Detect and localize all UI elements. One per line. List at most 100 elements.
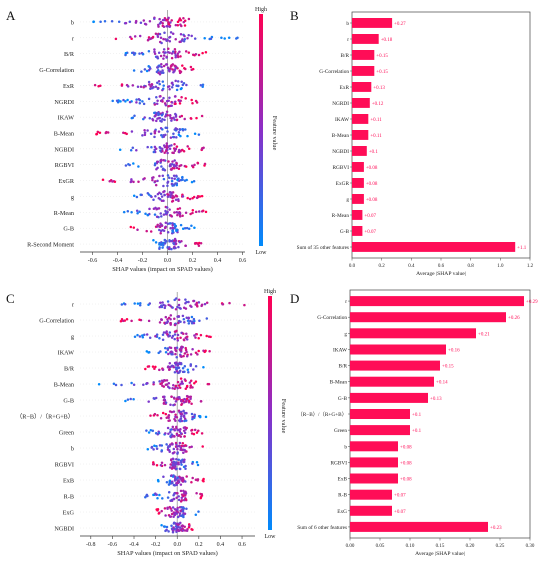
shap-point <box>180 448 184 452</box>
shap-point <box>203 302 207 306</box>
shap-point <box>154 194 157 198</box>
category-label: b <box>344 444 347 450</box>
shap-point <box>181 370 185 374</box>
category-label: IKAW <box>333 347 347 353</box>
shap-point <box>128 20 132 23</box>
bar-value-label: +0.11 <box>370 134 382 139</box>
shap-point <box>168 147 172 150</box>
shap-point <box>182 317 186 321</box>
bar <box>352 226 363 236</box>
shap-point <box>178 69 181 73</box>
shap-point <box>170 81 174 85</box>
shap-point <box>158 247 161 250</box>
bar <box>350 521 488 532</box>
category-label: Sum of 6 other features <box>297 524 347 531</box>
shap-point <box>183 458 186 461</box>
shap-point <box>163 463 167 467</box>
shap-point <box>183 321 186 324</box>
shap-point <box>190 224 193 227</box>
feature-label: ExB <box>63 478 74 485</box>
shap-point <box>153 17 156 20</box>
shap-point <box>170 364 174 368</box>
shap-point <box>135 98 138 101</box>
bar <box>352 178 364 188</box>
feature-label: B-Mean <box>54 131 74 138</box>
shap-point <box>201 445 204 448</box>
bar <box>350 376 434 387</box>
shap-point <box>154 365 157 369</box>
shap-point <box>93 83 97 87</box>
shap-point <box>159 36 163 39</box>
shap-point <box>120 383 123 387</box>
shap-point <box>179 483 183 486</box>
category-label: b <box>346 21 349 27</box>
shap-point <box>183 435 186 438</box>
shap-point <box>180 345 183 349</box>
shap-point <box>194 380 198 383</box>
shap-point <box>179 307 182 310</box>
shap-point <box>167 160 170 163</box>
shap-point <box>173 387 176 390</box>
shap-point <box>136 85 140 89</box>
shap-point <box>120 303 124 306</box>
shap-point <box>141 134 144 137</box>
shap-point <box>208 349 211 353</box>
shap-point <box>176 528 180 532</box>
shap-point <box>170 247 173 251</box>
shap-point <box>160 461 164 464</box>
shap-point <box>197 210 201 213</box>
shap-point <box>129 397 132 401</box>
shap-point <box>173 513 177 517</box>
shap-point <box>154 492 157 495</box>
x-tick-label: 0.2 <box>189 258 197 264</box>
shap-point <box>184 244 187 248</box>
shap-point <box>173 149 177 153</box>
feature-label: B/R <box>64 51 75 58</box>
shap-point <box>175 118 179 122</box>
x-tick-label: 0.8 <box>468 264 475 269</box>
shap-point <box>163 31 166 35</box>
bar <box>350 505 392 516</box>
shap-point <box>137 97 141 101</box>
shap-point <box>202 349 205 353</box>
shap-point <box>173 323 177 327</box>
bar <box>352 82 372 92</box>
shap-point <box>168 450 171 454</box>
shap-point <box>180 39 184 43</box>
shap-point <box>151 178 154 182</box>
shap-point <box>178 115 182 119</box>
shap-point <box>182 20 186 24</box>
shap-point <box>171 32 175 35</box>
bar-value-label: +0.14 <box>436 381 448 386</box>
shap-point <box>166 385 170 388</box>
shap-point <box>164 321 168 325</box>
category-label: ExG <box>337 509 347 515</box>
feature-label: NGRDI <box>54 99 74 106</box>
shap-point <box>172 515 175 519</box>
shap-point <box>180 95 183 99</box>
shap-point <box>175 195 179 198</box>
shap-point <box>179 382 182 386</box>
shap-point <box>130 211 133 214</box>
colorbar <box>259 14 263 246</box>
shap-point <box>167 413 171 417</box>
shap-point <box>146 39 150 42</box>
shap-point <box>184 128 187 131</box>
shap-point <box>166 448 170 451</box>
shap-point <box>166 318 169 321</box>
shap-point <box>151 365 155 368</box>
shap-point <box>134 19 138 23</box>
shap-point <box>149 194 152 198</box>
shap-point <box>168 144 171 148</box>
shap-point <box>130 37 133 41</box>
shap-point <box>157 116 161 120</box>
shap-point <box>171 475 175 478</box>
shap-point <box>180 506 183 509</box>
shap-point <box>156 81 159 85</box>
shap-point <box>174 384 178 388</box>
shap-point <box>126 98 129 102</box>
shap-point <box>176 315 179 318</box>
shap-point <box>164 315 168 319</box>
shap-point <box>97 382 101 386</box>
shap-point <box>181 529 185 532</box>
